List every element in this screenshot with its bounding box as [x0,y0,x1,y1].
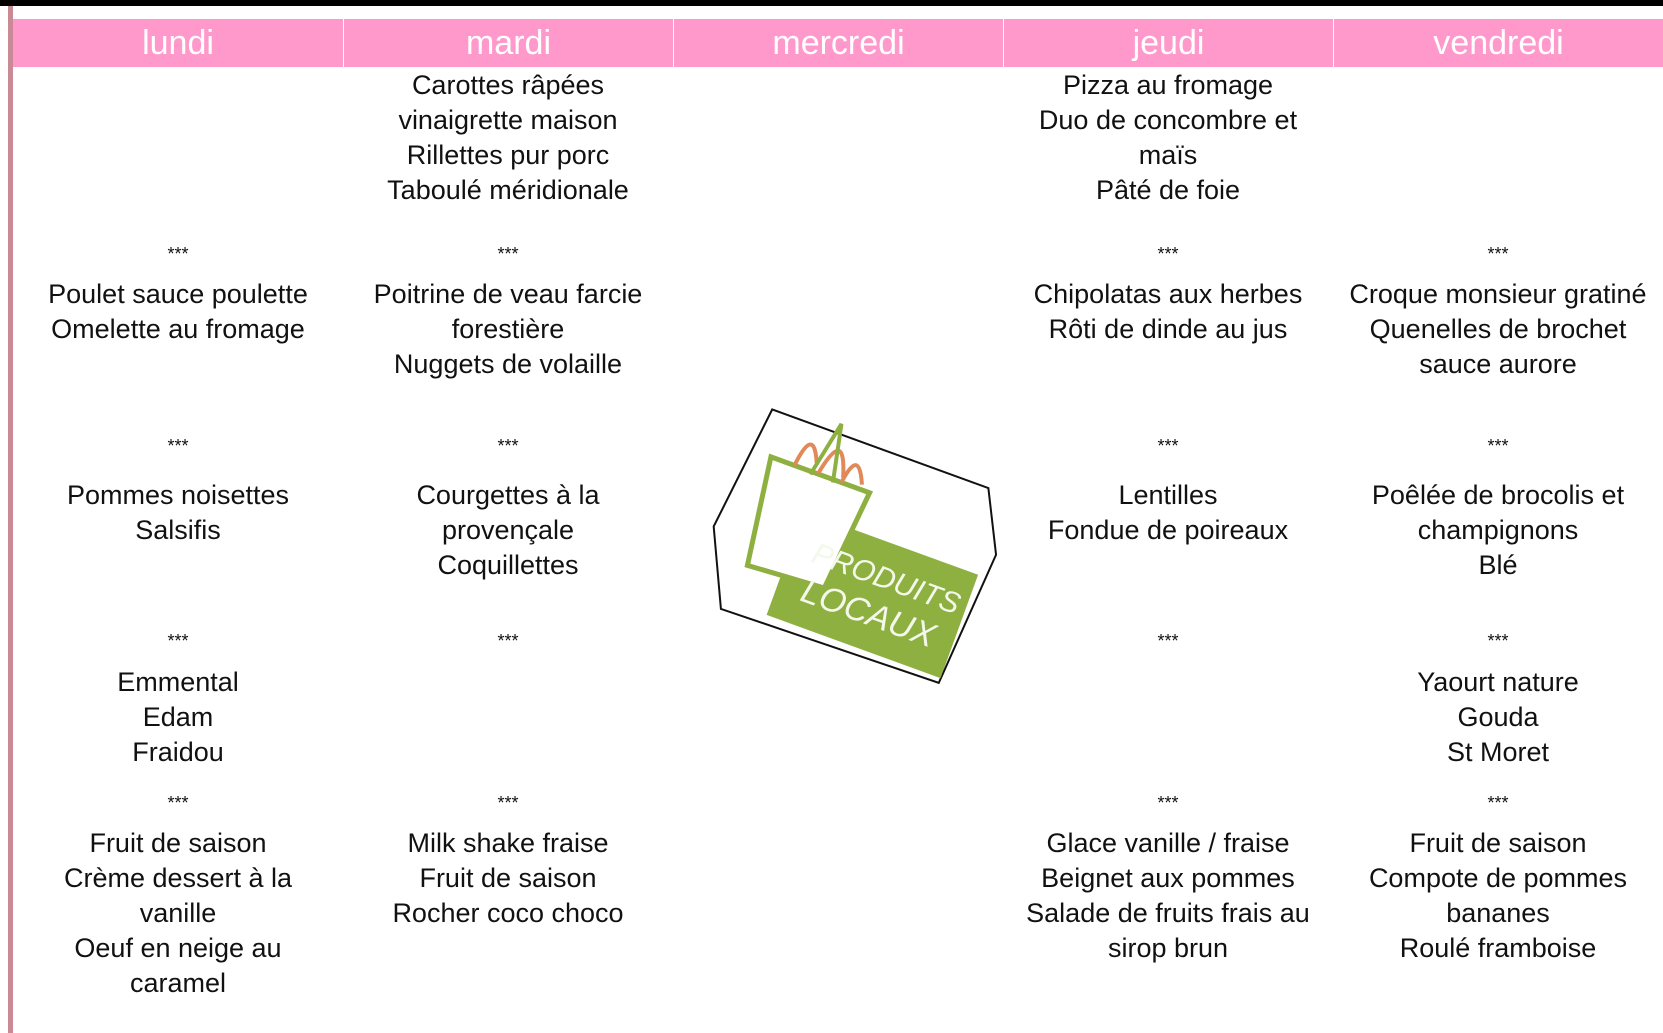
separator: *** [167,631,189,651]
menu-item: caramel [129,967,227,998]
menu-item: Rillettes pur porc [406,139,610,170]
day-header: mardi [343,19,673,67]
menu-item: forestière [451,313,565,344]
menu-item: Rôti de dinde au jus [1048,313,1288,344]
separator: *** [497,631,519,651]
separator: *** [167,436,189,456]
menu-item: Pizza au fromage [1062,69,1274,100]
menu-item: sauce aurore [1419,348,1577,379]
menu-item: St Moret [1446,736,1550,767]
separator: *** [167,793,189,813]
menu-item: Fruit de saison [419,862,597,893]
menu-item: Milk shake fraise [407,827,609,858]
separator: *** [1157,436,1179,456]
menu-item: Fondue de poireaux [1047,514,1289,545]
menu-item: Pommes noisettes [66,479,290,510]
menu-item: Lentilles [1118,479,1218,510]
separator: *** [497,436,519,456]
menu-item: Compote de pommes [1368,862,1628,893]
header-row: lundi mardi mercredi jeudi vendredi [13,19,1663,67]
menu-item: Gouda [1457,701,1539,732]
menu-item: Duo de concombre et [1038,104,1298,135]
separator: *** [1157,244,1179,264]
menu-item: Fraidou [132,736,224,767]
menu-item: Coquillettes [437,549,579,580]
menu-item: sirop brun [1107,932,1229,963]
menu-item: Fruit de saison [89,827,267,858]
separator: *** [1487,436,1509,456]
menu-item: Omelette au fromage [51,313,305,344]
menu-item: vanille [139,897,217,928]
menu-item: bananes [1446,897,1550,928]
menu-item: maïs [1138,139,1198,170]
day-header: lundi [142,24,214,62]
separator: *** [497,793,519,813]
menu-item: Quenelles de brochet [1369,313,1627,344]
menu-item: provençale [441,514,575,545]
menu-item: Oeuf en neige au [74,932,282,963]
separator: *** [1157,793,1179,813]
menu-item: Glace vanille / fraise [1046,827,1290,858]
menu-item: Poulet sauce poulette [48,278,308,309]
menu-item: Salade de fruits frais au [1026,897,1310,928]
separator: *** [497,244,519,264]
menu-item: Courgettes à la [416,479,600,510]
separator: *** [167,244,189,264]
menu-item: champignons [1417,514,1579,545]
separator: *** [1157,631,1179,651]
menu-item: Poêlée de brocolis et [1371,479,1625,510]
menu-item: Edam [142,701,214,732]
menu-item: Roulé framboise [1399,932,1597,963]
menu-item: Nuggets de volaille [393,348,623,379]
separator: *** [1487,793,1509,813]
menu-item: Rocher coco choco [392,897,624,928]
menu-item: Poitrine de veau farcie [373,278,643,309]
menu-item: Blé [1478,549,1518,580]
separator: *** [1487,631,1509,651]
day-header: vendredi [1333,19,1663,67]
menu-item: Yaourt nature [1417,666,1579,697]
left-bar [8,6,13,1033]
logo: PRODUITS LOCAUX [712,408,998,685]
menu-item: Pâté de foie [1095,174,1241,205]
menu-item: Taboulé méridionale [387,174,629,205]
menu-item: Fruit de saison [1409,827,1587,858]
menu-item: vinaigrette maison [398,104,618,135]
day-header: jeudi [1003,19,1333,67]
menu-item: Crème dessert à la [63,862,293,893]
day-header: mercredi [673,19,1003,67]
separator: *** [1487,244,1509,264]
menu-item: Croque monsieur gratiné [1349,278,1647,309]
menu-item: Carottes râpées [411,69,605,100]
menu-item: Beignet aux pommes [1041,862,1295,893]
top-bar [0,0,1663,6]
menu-item: Emmental [117,666,239,697]
menu-item: Chipolatas aux herbes [1033,278,1303,309]
menu-item: Salsifis [135,514,221,545]
